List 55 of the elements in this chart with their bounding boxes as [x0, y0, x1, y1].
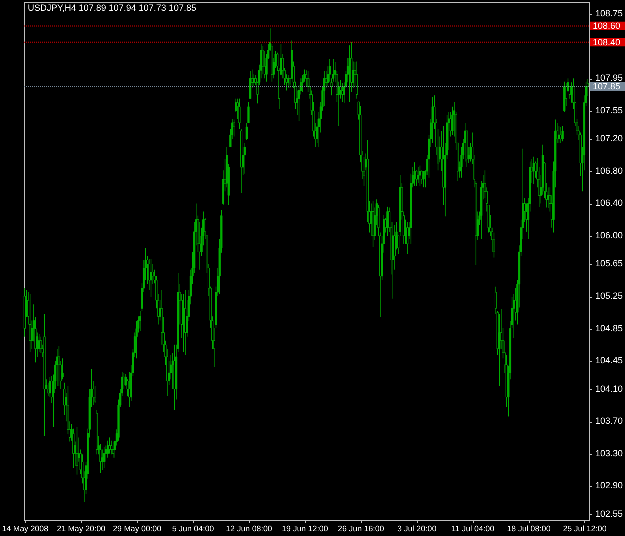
- candlestick: [29, 294, 32, 353]
- candlestick: [498, 314, 501, 386]
- candlestick: [422, 171, 425, 188]
- y-tick-label: 103.30: [596, 448, 624, 458]
- candlestick: [562, 126, 564, 142]
- x-tick-label: 25 Jul 12:00: [563, 524, 608, 534]
- x-tick-label: 14 May 2008: [2, 524, 50, 534]
- y-tick-label: 107.55: [596, 105, 624, 116]
- x-tick-label: 18 Jul 08:00: [507, 524, 552, 534]
- candlestick: [432, 96, 434, 144]
- y-tick-label: 102.55: [596, 508, 624, 519]
- x-tick-label: 21 May 20:00: [57, 524, 106, 534]
- candlestick: [262, 46, 264, 75]
- ref-line-label: 108.40: [593, 37, 621, 48]
- candlestick: [58, 346, 60, 386]
- candlestick: [139, 310, 142, 332]
- candlestick: [238, 98, 241, 130]
- candlestick: [348, 45, 351, 102]
- x-tick-label: 5 Jun 04:00: [172, 524, 215, 534]
- candlestick: [356, 61, 358, 100]
- y-tick-label: 106.80: [596, 166, 624, 176]
- candlestick: [112, 441, 114, 458]
- candlestick: [417, 167, 420, 184]
- y-tick-label: 106.40: [596, 198, 624, 208]
- candlestick: [233, 119, 236, 138]
- y-tick-label: 102.90: [596, 480, 624, 491]
- y-tick-label: 104.85: [596, 323, 624, 334]
- candlestick: [547, 187, 550, 209]
- y-tick-label: 105.65: [596, 258, 624, 269]
- candlestick: [76, 426, 78, 476]
- y-tick-label: 104.10: [596, 384, 624, 394]
- y-tick-label: 105.25: [596, 291, 624, 301]
- x-tick-label: 19 Jun 12:00: [282, 524, 329, 534]
- candlestick: [108, 437, 111, 454]
- x-tick-label: 26 Jun 16:00: [338, 524, 385, 534]
- y-tick-label: 103.70: [596, 416, 624, 426]
- x-tick-label: 29 May 00:00: [113, 524, 162, 534]
- x-tick-label: 3 Jul 20:00: [398, 524, 438, 534]
- y-tick-label: 107.95: [596, 73, 624, 84]
- ref-line-label: 108.60: [593, 21, 621, 32]
- candlestick: [103, 447, 106, 469]
- y-tick-label: 108.75: [596, 8, 624, 19]
- candlestick: [493, 232, 496, 258]
- chart-title: USDJPY,H4 107.89 107.94 107.73 107.85: [28, 3, 196, 13]
- candlestick: [72, 428, 75, 469]
- candlestick: [419, 165, 422, 186]
- candlestick: [414, 162, 416, 186]
- candlestick: [110, 440, 113, 455]
- y-tick-label: 107.20: [596, 134, 624, 144]
- x-tick-label: 12 Jun 08:00: [226, 524, 273, 534]
- y-tick-label: 104.45: [596, 356, 624, 366]
- candlestick: [150, 259, 152, 298]
- ref-line-label: 107.85: [593, 82, 621, 92]
- x-tick-label: 11 Jul 04:00: [452, 524, 496, 534]
- y-tick-label: 106.00: [596, 230, 624, 240]
